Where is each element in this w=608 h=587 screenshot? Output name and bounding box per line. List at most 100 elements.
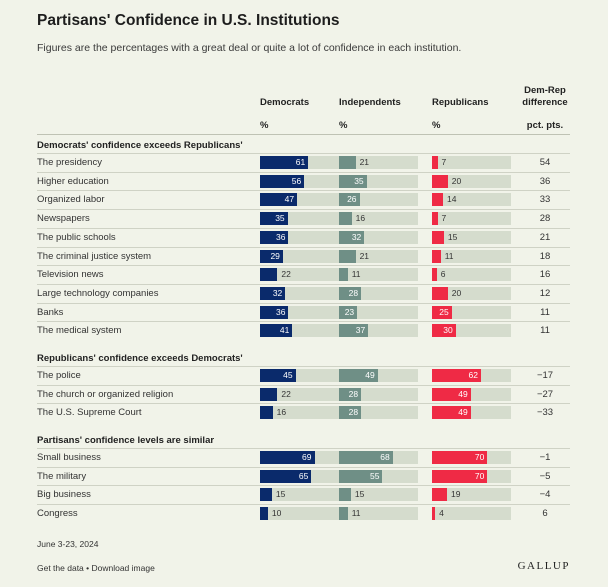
bar-track-rep: 14 <box>432 193 511 206</box>
bar-rep <box>432 388 471 401</box>
col-unit-independents: % <box>339 120 348 131</box>
col-header-diff-line1: Dem-Rep <box>524 85 566 96</box>
data-label-dem: 56 <box>291 176 302 186</box>
bar-track-dem: 36 <box>260 306 339 319</box>
bar-dem <box>260 324 293 337</box>
data-label-dem: 45 <box>283 370 293 380</box>
data-label-ind: 21 <box>359 157 370 167</box>
bar-dem <box>260 306 289 319</box>
data-label-rep: 25 <box>439 307 449 317</box>
bar-track-ind: 16 <box>339 212 418 225</box>
data-label-dem: 32 <box>272 288 283 298</box>
diff-value: −27 <box>536 389 554 400</box>
row-label: The public schools <box>37 232 116 243</box>
bar-track-ind: 11 <box>339 507 418 520</box>
bar-track-ind: 21 <box>339 156 418 169</box>
data-label-dem: 61 <box>295 157 306 167</box>
row-label: The police <box>37 370 81 381</box>
data-label-rep: 49 <box>458 389 468 399</box>
data-label-dem: 29 <box>270 251 280 261</box>
bar-track-ind: 28 <box>339 388 418 401</box>
bar-dem <box>260 250 283 263</box>
data-label-ind: 32 <box>351 232 362 242</box>
bar-track-rep: 30 <box>432 324 511 337</box>
data-label-dem: 22 <box>281 389 291 399</box>
row-label: The presidency <box>37 157 102 168</box>
row-separator <box>37 190 570 191</box>
diff-value: 36 <box>539 176 551 187</box>
row-label: Television news <box>37 269 104 280</box>
data-label-rep: 7 <box>441 157 447 167</box>
data-label-ind: 37 <box>355 325 366 335</box>
diff-value: 21 <box>539 232 551 243</box>
data-label-ind: 68 <box>380 452 390 462</box>
row-label: Small business <box>37 452 101 463</box>
data-label-dem: 10 <box>271 508 282 518</box>
data-label-ind: 23 <box>344 307 355 317</box>
gallup-logo: GALLUP <box>517 560 570 572</box>
row-separator <box>37 265 570 266</box>
bar-track-ind: 11 <box>339 268 418 281</box>
row-label: The church or organized religion <box>37 389 174 400</box>
data-label-ind: 11 <box>351 508 361 518</box>
row-label: Organized labor <box>37 194 105 205</box>
diff-value: 11 <box>540 307 550 318</box>
col-header-diff-line2: difference <box>522 97 568 108</box>
row-label: The military <box>37 471 87 482</box>
bar-track-ind: 15 <box>339 488 418 501</box>
row-separator <box>37 504 570 505</box>
data-label-ind: 35 <box>354 176 364 186</box>
bar-ind <box>339 507 348 520</box>
data-label-dem: 69 <box>302 452 312 462</box>
bar-dem <box>260 268 278 281</box>
data-label-rep: 49 <box>458 407 468 417</box>
data-label-dem: 16 <box>276 407 287 417</box>
bar-rep <box>432 268 437 281</box>
row-separator <box>37 172 570 173</box>
diff-value: 6 <box>542 508 548 519</box>
bar-track-rep: 6 <box>432 268 511 281</box>
bar-track-dem: 69 <box>260 451 339 464</box>
bar-rep <box>432 231 444 244</box>
bar-track-ind: 55 <box>339 470 418 483</box>
bar-dem <box>260 212 288 225</box>
footer-links[interactable]: Get the data • Download image <box>37 563 155 573</box>
chart-subtitle: Figures are the percentages with a great… <box>37 42 462 54</box>
bar-ind <box>339 250 356 263</box>
bar-track-dem: 56 <box>260 175 339 188</box>
bar-track-rep: 19 <box>432 488 511 501</box>
bar-track-dem: 29 <box>260 250 339 263</box>
data-label-rep: 70 <box>474 452 485 462</box>
row-label: Higher education <box>37 176 109 187</box>
col-header-democrats: Democrats <box>260 97 310 108</box>
diff-value: 28 <box>539 213 551 224</box>
bar-track-dem: 45 <box>260 369 339 382</box>
bar-ind <box>339 388 362 401</box>
data-label-ind: 49 <box>365 370 375 380</box>
row-separator <box>37 228 570 229</box>
data-label-dem: 22 <box>281 269 291 279</box>
data-label-ind: 26 <box>347 194 357 204</box>
bar-rep <box>432 306 452 319</box>
bar-track-dem: 47 <box>260 193 339 206</box>
bar-track-dem: 22 <box>260 268 339 281</box>
bar-rep <box>432 212 438 225</box>
data-label-ind: 55 <box>369 471 380 481</box>
bar-track-rep: 70 <box>432 470 511 483</box>
bar-track-rep: 15 <box>432 231 511 244</box>
survey-dates: June 3-23, 2024 <box>37 539 99 549</box>
row-separator <box>37 448 570 449</box>
bar-rep <box>432 451 488 464</box>
bar-rep <box>432 324 456 337</box>
bar-ind <box>339 268 348 281</box>
bar-ind <box>339 306 358 319</box>
row-separator <box>37 303 570 304</box>
bar-ind <box>339 406 362 419</box>
diff-value: 11 <box>540 325 550 336</box>
bar-track-ind: 28 <box>339 287 418 300</box>
bar-track-rep: 62 <box>432 369 511 382</box>
bar-ind <box>339 287 362 300</box>
bar-track-dem: 61 <box>260 156 339 169</box>
section-heading: Republicans' confidence exceeds Democrat… <box>37 353 243 364</box>
data-label-dem: 15 <box>275 489 286 499</box>
